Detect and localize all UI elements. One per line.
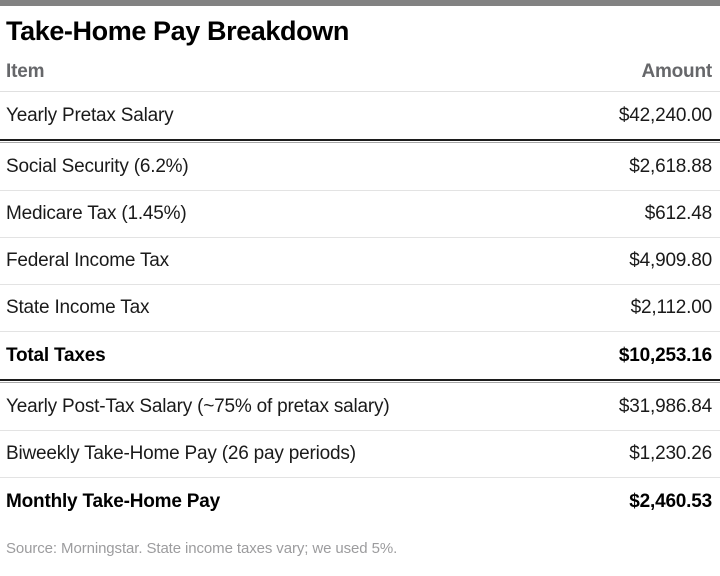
row-amount-value: $612.48 — [644, 203, 712, 225]
row-amount-value: $2,618.88 — [629, 156, 712, 178]
row-amount-value: $2,460.53 — [629, 490, 712, 512]
table-row: Social Security (6.2%) $2,618.88 — [0, 144, 720, 192]
row-item-label: Social Security (6.2%) — [6, 156, 189, 178]
row-amount-value: $31,986.84 — [618, 396, 712, 418]
table-row: Federal Income Tax $4,909.80 — [0, 238, 720, 286]
row-item-label: Monthly Take-Home Pay — [6, 490, 220, 512]
row-item-label: Total Taxes — [6, 344, 106, 366]
row-item-label: Medicare Tax (1.45%) — [6, 203, 187, 225]
table-row: Yearly Post-Tax Salary (~75% of pretax s… — [0, 384, 720, 432]
column-header-item: Item — [6, 61, 45, 83]
heavy-divider — [0, 139, 720, 145]
row-amount-value: $42,240.00 — [618, 104, 712, 126]
heavy-divider — [0, 379, 720, 385]
row-item-label: Yearly Pretax Salary — [6, 104, 174, 126]
column-header-amount: Amount — [641, 61, 712, 83]
table-row: Medicare Tax (1.45%) $612.48 — [0, 191, 720, 239]
source-note: Source: Morningstar. State income taxes … — [6, 540, 398, 558]
table-row: State Income Tax $2,112.00 — [0, 285, 720, 333]
row-item-label: Federal Income Tax — [6, 250, 169, 272]
row-amount-value: $10,253.16 — [618, 344, 712, 366]
page-title: Take-Home Pay Breakdown — [6, 16, 349, 46]
table-row-total-taxes: Total Taxes $10,253.16 — [0, 332, 720, 379]
row-amount-value: $4,909.80 — [629, 250, 712, 272]
row-item-label: State Income Tax — [6, 297, 150, 319]
table-row: Biweekly Take-Home Pay (26 pay periods) … — [0, 431, 720, 479]
row-amount-value: $1,230.26 — [629, 443, 712, 465]
table-header-row: Item Amount — [0, 47, 720, 93]
row-amount-value: $2,112.00 — [630, 297, 713, 319]
table-row-monthly-take-home: Monthly Take-Home Pay $2,460.53 — [0, 478, 720, 525]
row-item-label: Biweekly Take-Home Pay (26 pay periods) — [6, 443, 356, 465]
row-item-label: Yearly Post-Tax Salary (~75% of pretax s… — [6, 396, 390, 418]
table-row: Yearly Pretax Salary $42,240.00 — [0, 92, 720, 139]
top-accent-bar — [0, 0, 720, 6]
